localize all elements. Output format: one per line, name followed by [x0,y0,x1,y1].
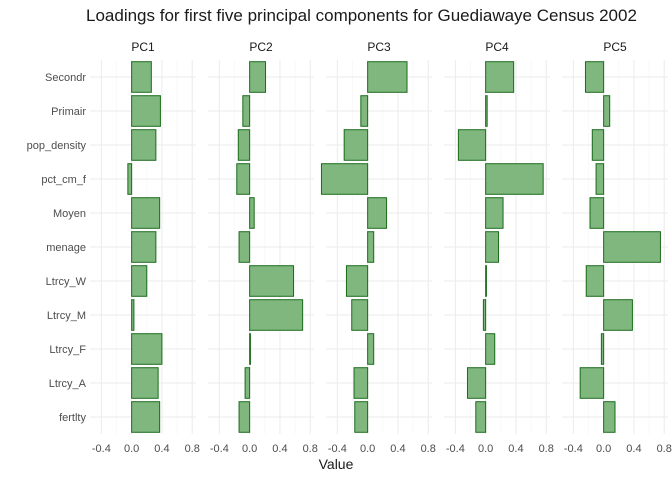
bar-pc2-menage [238,231,251,263]
bar-pc3-ltrcy_f [367,333,375,365]
x-tick-label: -0.4 [446,443,465,455]
y-tick-label: Primair [51,106,86,118]
y-tick-label: Ltrcy_M [47,310,86,322]
bar-pc5-ltrcy_m [603,299,633,331]
panel-label-pc5: PC5 [603,40,627,54]
bar-pc2-pop_density [237,129,251,161]
bar-pc1-menage [131,231,157,263]
bar-pc2-ltrcy_a [244,367,251,399]
bar-pc5-ltrcy_a [579,367,605,399]
x-tick-label: 0.0 [242,443,257,455]
bar-pc3-ltrcy_m [351,299,369,331]
panel-label-pc4: PC4 [485,40,509,54]
x-tick-label: 0.8 [303,443,318,455]
bar-pc5-fertlty [603,401,616,433]
panel-label-pc2: PC2 [249,40,273,54]
bar-pc4-ltrcy_a [466,367,487,399]
bar-pc1-fertlty [131,401,161,433]
x-tick-label: 0.4 [390,443,405,455]
bar-pc1-ltrcy_f [131,333,163,365]
x-tick-label: 0.4 [626,443,641,455]
bar-pc2-ltrcy_w [249,265,295,297]
y-tick-label: Secondr [45,72,86,84]
panel-label-pc1: PC1 [131,40,155,54]
bar-pc2-moyen [249,197,255,229]
bar-pc1-primair [131,95,161,127]
bar-pc3-pct_cm_f [320,163,369,195]
bar-pc2-primair [242,95,251,127]
y-tick-label: fertlty [59,412,86,424]
bar-pc1-ltrcy_a [131,367,159,399]
bar-pc1-pop_density [131,129,157,161]
y-tick-label: pct_cm_f [41,174,87,186]
x-tick-label: 0.4 [272,443,287,455]
y-tick-label: Ltrcy_F [49,344,86,356]
y-tick-label: pop_density [27,140,87,152]
bar-pc5-pct_cm_f [595,163,605,195]
bar-pc2-secondr [249,61,267,93]
bar-pc3-primair [360,95,369,127]
bar-pc5-secondr [584,61,605,93]
x-tick-label: 0.0 [124,443,139,455]
bar-pc4-fertlty [475,401,487,433]
x-tick-label: -0.4 [328,443,347,455]
x-axis-label: Value [318,456,354,472]
bar-pc3-pop_density [343,129,369,161]
x-tick-label: 0.8 [185,443,200,455]
x-tick-label: 0.8 [539,443,554,455]
bar-pc3-fertlty [354,401,369,433]
panel-label-pc3: PC3 [367,40,391,54]
bar-pc4-moyen [485,197,504,229]
bar-pc4-menage [485,231,500,263]
bar-pc3-menage [367,231,375,263]
x-tick-label: -0.4 [210,443,229,455]
bar-pc2-fertlty [238,401,251,433]
bar-pc5-moyen [589,197,605,229]
x-tick-label: 0.0 [596,443,611,455]
bar-pc4-pct_cm_f [485,163,544,195]
x-tick-label: 0.4 [154,443,169,455]
x-tick-label: -0.4 [564,443,583,455]
bar-pc4-ltrcy_w [485,265,487,297]
bar-pc1-ltrcy_w [131,265,148,297]
bar-pc3-secondr [367,61,408,93]
y-tick-label: Moyen [53,208,86,220]
bar-pc5-primair [603,95,611,127]
bar-pc4-ltrcy_f [485,333,496,365]
x-tick-label: 0.4 [508,443,523,455]
bar-pc1-pct_cm_f [127,163,133,195]
bar-pc1-ltrcy_m [131,299,135,331]
bar-pc3-moyen [367,197,388,229]
bar-pc2-ltrcy_m [249,299,304,331]
x-tick-label: 0.0 [360,443,375,455]
bar-pc5-ltrcy_w [585,265,605,297]
bar-pc1-moyen [131,197,161,229]
bar-pc1-secondr [131,61,152,93]
bar-pc2-ltrcy_f [249,333,251,365]
bar-pc3-ltrcy_w [345,265,369,297]
chart-title: Loadings for first five principal compon… [86,6,637,25]
bar-pc4-pop_density [457,129,487,161]
bar-pc2-pct_cm_f [236,163,251,195]
bar-pc4-secondr [485,61,515,93]
x-tick-label: -0.4 [92,443,111,455]
bar-pc5-pop_density [591,129,605,161]
bar-pc5-ltrcy_f [600,333,605,365]
y-tick-label: Ltrcy_A [49,378,87,390]
bar-pc4-primair [485,95,488,127]
x-tick-label: 0.8 [421,443,436,455]
bar-pc3-ltrcy_a [353,367,369,399]
bar-pc4-ltrcy_m [482,299,487,331]
x-tick-label: 0.0 [478,443,493,455]
y-tick-label: menage [46,242,86,254]
x-tick-label: 0.8 [657,443,672,455]
bar-pc5-menage [603,231,661,263]
y-tick-label: Ltrcy_W [46,276,87,288]
